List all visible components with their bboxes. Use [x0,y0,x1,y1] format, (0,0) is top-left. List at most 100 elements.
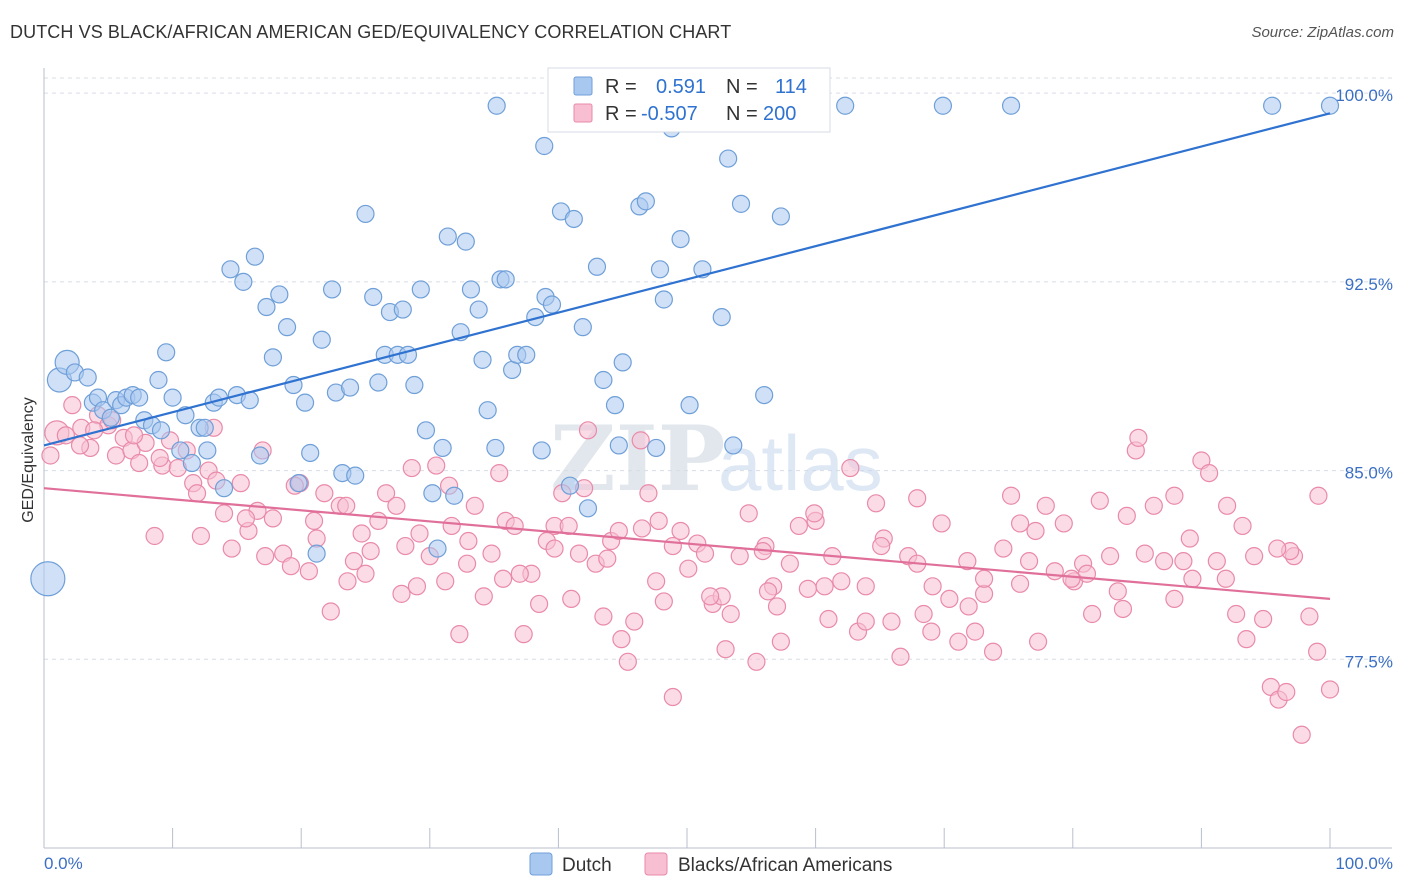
dutch-point [647,438,666,458]
watermark-zip: ZIP [550,406,725,512]
black-african-american-point [730,547,749,566]
black-african-american-point [1090,491,1109,510]
black-african-american-point [771,632,790,651]
dutch-point [503,360,522,380]
dutch-point [130,388,149,407]
black-african-american-point [70,436,90,455]
black-african-american-point [459,531,478,551]
black-african-american-point [882,612,901,631]
black-african-american-point [872,536,891,556]
black-african-american-point [1135,544,1154,563]
black-african-american-point [958,552,977,571]
black-african-american-point [1180,529,1199,548]
y-tick-label: 85.0% [1345,464,1393,483]
dutch-point [469,300,488,319]
dutch-point [195,418,214,437]
black-african-american-point [191,526,210,546]
black-african-american-point [505,516,524,536]
black-african-american-point [150,448,169,468]
black-african-american-point [1028,632,1048,651]
y-tick-label: 92.5% [1345,275,1393,294]
black-african-american-point [1010,514,1030,533]
correlation-legend: R = 0.591 N = 114 R = -0.507 N = 200 [547,67,831,133]
black-african-american-point [304,511,324,531]
dutch-point [433,438,452,458]
dutch-point [719,149,738,168]
black-african-american-point [1108,582,1127,601]
dutch-point [307,544,326,563]
black-african-american-point [923,577,942,596]
dutch-point [587,257,607,276]
black-african-american-point [1062,569,1081,588]
source-credit: Source: ZipAtlas.com [1251,24,1394,41]
black-african-american-point [1227,604,1246,624]
black-african-american-point [41,446,60,465]
legend-swatch-black [573,103,593,123]
bottom-legend-label-black: Blacks/African Americans [678,855,892,876]
chart-title: DUTCH VS BLACK/AFRICAN AMERICAN GED/EQUI… [10,22,732,42]
dutch-point [573,318,592,337]
dutch-point [712,307,731,327]
black-african-american-point [1144,496,1163,515]
black-african-american-point [654,592,673,611]
black-african-american-point [716,640,735,659]
bottom-legend-swatch-black[interactable] [644,852,668,876]
black-african-american-point [256,547,275,566]
black-african-american-point [1165,589,1184,609]
black-african-american-point [1300,607,1319,626]
dutch-point [456,232,475,251]
x-tick-label-min: 0.0% [44,854,83,873]
dutch-point [364,287,383,307]
black-african-american-point [922,622,941,641]
black-african-american-point [530,594,549,614]
black-african-american-point [1036,496,1055,515]
dutch-point [517,345,536,364]
black-african-american-point [436,572,455,591]
dutch-point [755,385,774,405]
black-african-american-point [932,514,951,533]
black-african-american-point [338,572,357,591]
dutch-point [151,421,171,440]
dutch-point [535,136,554,156]
black-african-american-point [562,589,581,609]
dutch-point [356,204,375,224]
dutch-point [198,441,217,460]
black-african-american-point [940,589,959,609]
dutch-point [680,396,699,415]
black-african-american-point [758,582,778,601]
dutch-point [486,438,505,458]
dutch-point [473,350,492,369]
black-african-american-point [767,597,787,616]
bottom-legend-swatch-dutch[interactable] [529,852,553,876]
dutch-point [301,443,320,463]
black-african-american-point [145,526,164,546]
black-african-american-point [465,496,484,515]
black-african-american-point [130,453,149,473]
dutch-point [263,348,283,367]
dutch-point [423,484,442,503]
dutch-point [322,280,342,299]
black-african-american-point [805,504,824,523]
dutch-point [78,368,97,387]
y-tick-labels: 77.5% 85.0% 92.5% 100.0% [1335,86,1393,671]
black-african-american-point [594,607,613,626]
dutch-point [609,436,628,455]
black-african-american-point [1245,547,1264,566]
dutch-point [564,209,583,229]
dutch-point [636,192,655,211]
black-african-american-point [315,484,334,503]
legend-n-value-black: 200 [763,103,796,125]
black-african-american-point [1207,552,1226,571]
black-african-american-point [214,504,234,523]
dutch-point [157,343,176,362]
black-african-american-point [632,519,652,538]
black-african-american-point [1292,725,1311,744]
black-african-american-point [231,474,250,493]
dutch-point [724,436,743,455]
trend-lines [43,112,1331,600]
y-tick-label: 100.0% [1335,86,1393,105]
black-african-american-point [679,559,698,578]
black-african-american-point [965,622,985,641]
black-african-american-point [649,511,668,531]
dutch-point [731,194,751,213]
